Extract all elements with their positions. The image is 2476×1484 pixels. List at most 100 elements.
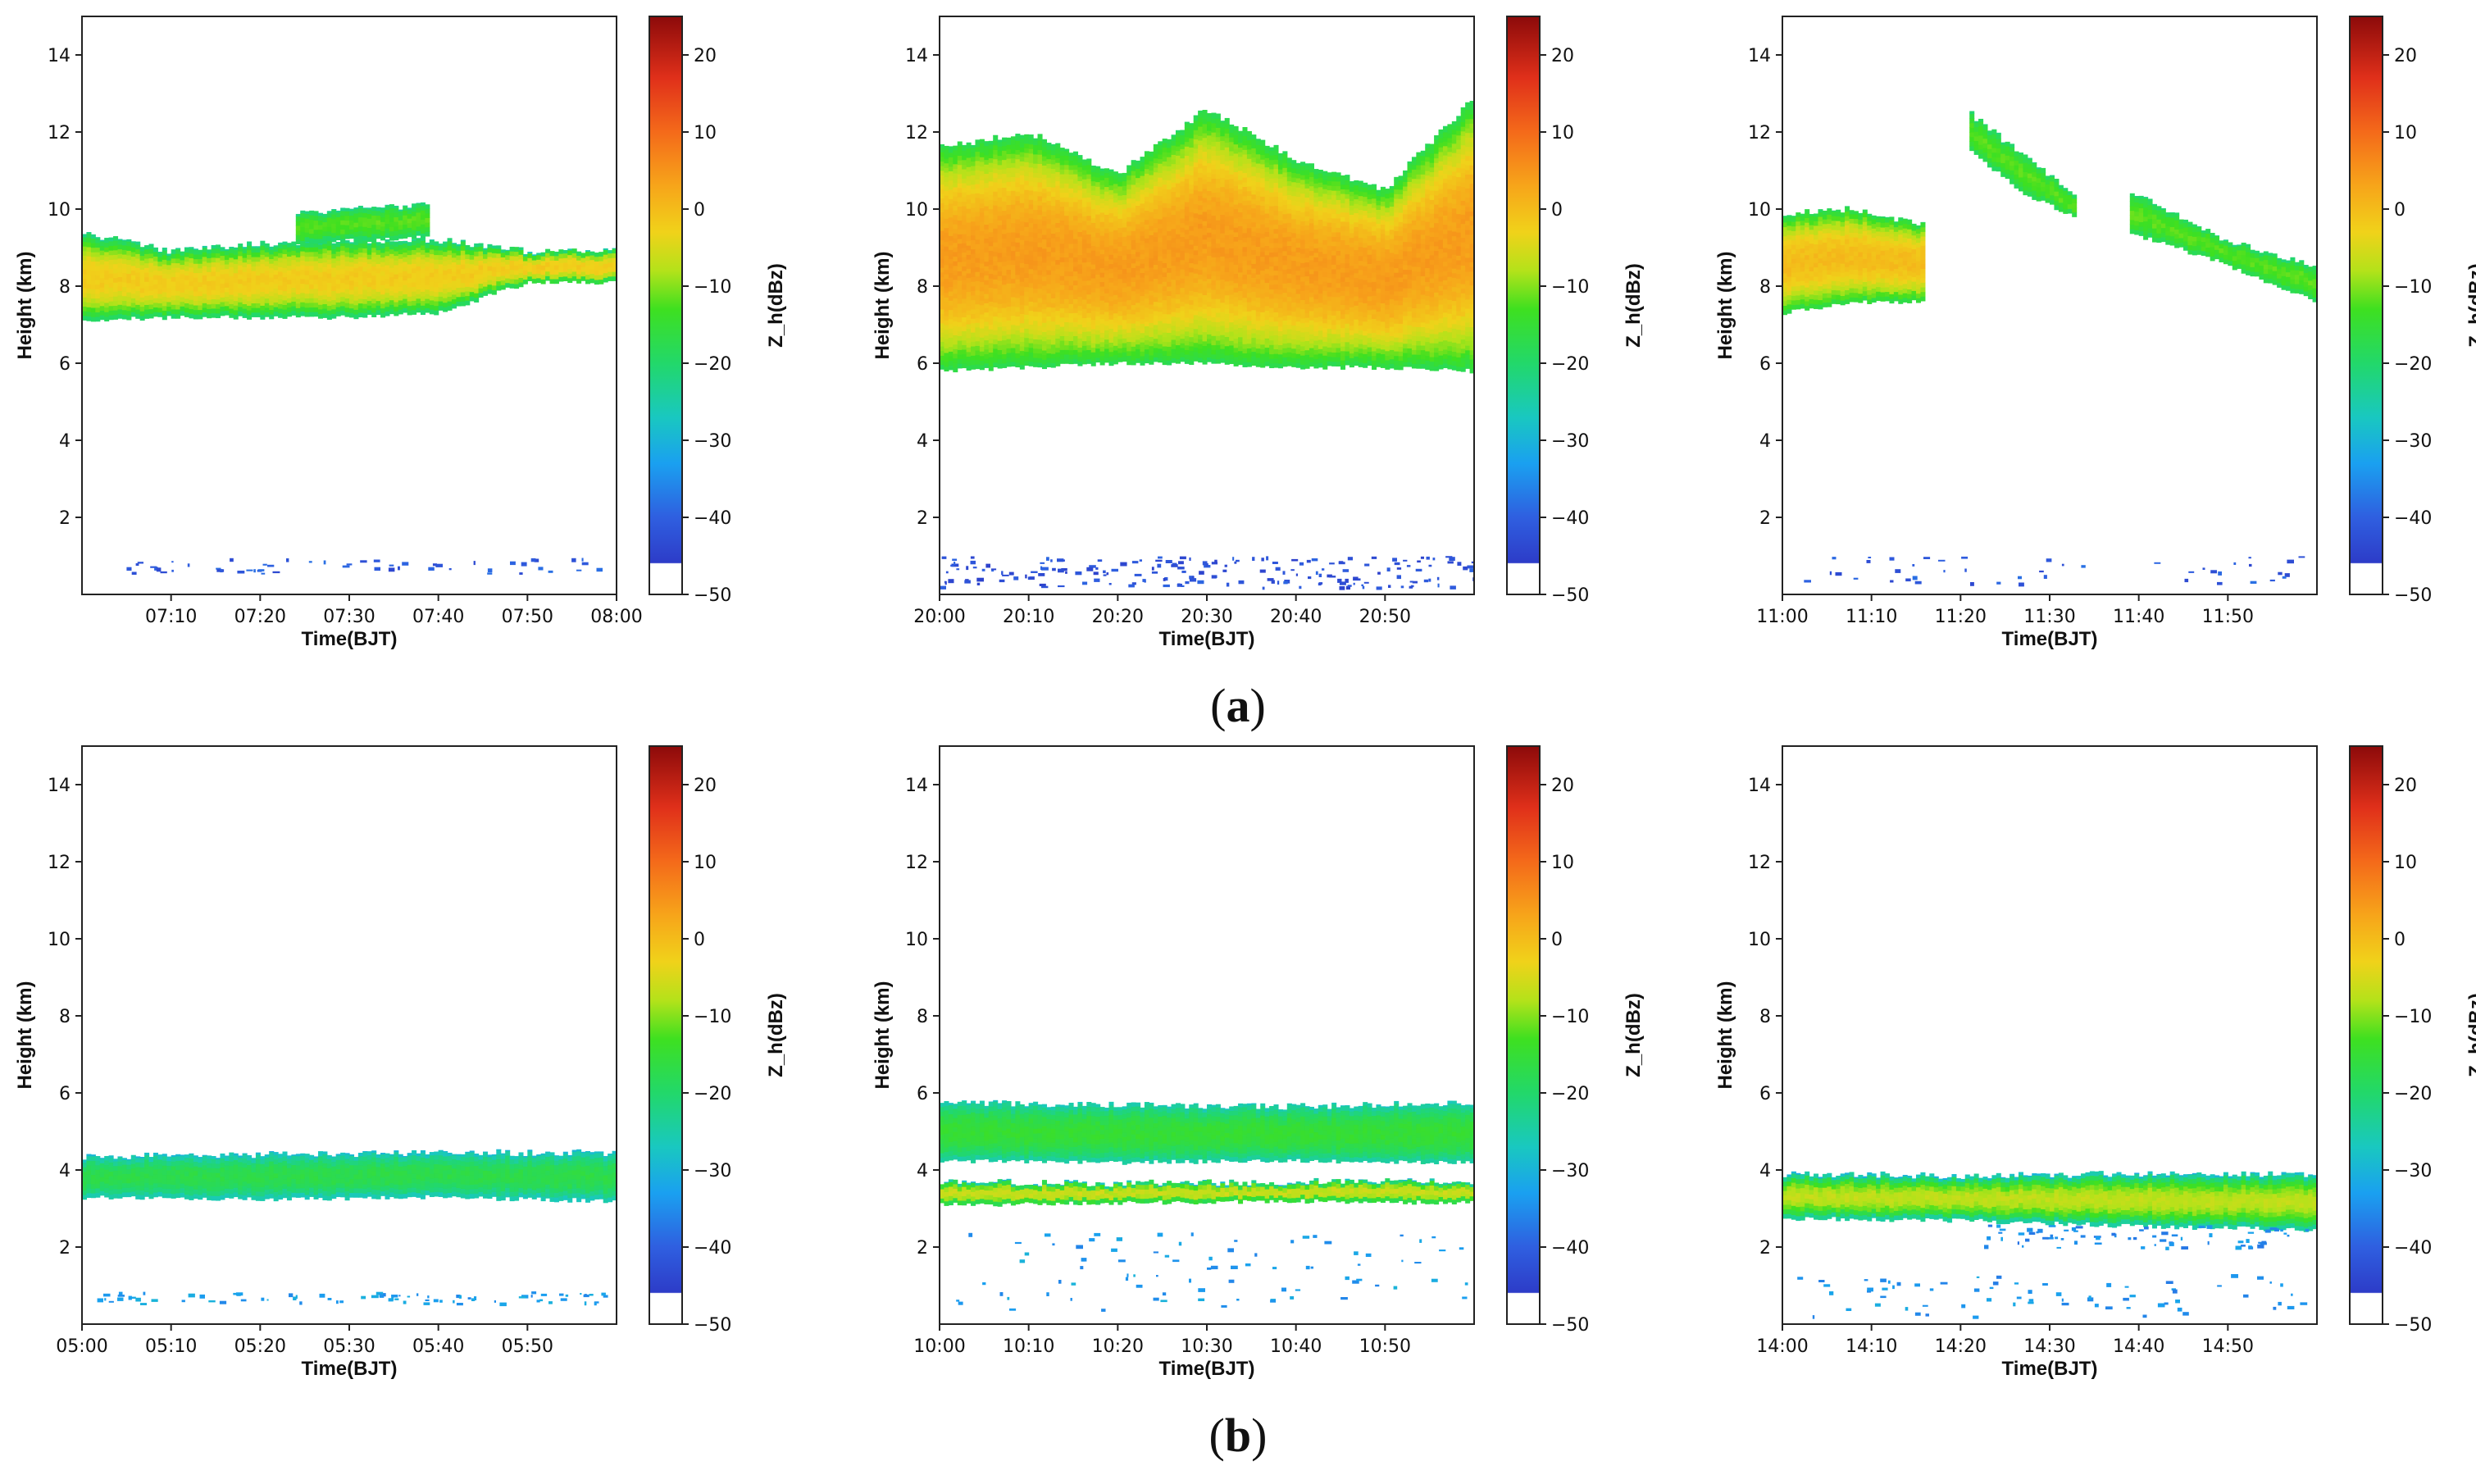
y-tick-label: 12 xyxy=(1748,123,1771,143)
y-tick-label: 10 xyxy=(1748,200,1771,221)
y-tick-label: 12 xyxy=(1748,853,1771,873)
colorbar-tick-label: −30 xyxy=(1551,1161,1589,1181)
x-tick-label: 14:00 xyxy=(1756,1336,1808,1357)
y-tick-label: 4 xyxy=(917,1161,928,1181)
y-tick-label: 6 xyxy=(1759,1084,1771,1104)
colorbar-tick-label: 10 xyxy=(2394,123,2417,143)
reflectivity-layer-1 xyxy=(1782,206,1926,316)
y-axis-label: Height (km) xyxy=(14,981,36,1090)
y-axis-label: Height (km) xyxy=(14,252,36,360)
y-tick-label: 6 xyxy=(59,354,71,375)
y-tick-label: 8 xyxy=(1759,277,1771,298)
colorbar-tick-label: 10 xyxy=(2394,853,2417,873)
noise-echoes-1 xyxy=(97,1291,608,1307)
y-axis-label: Height (km) xyxy=(872,981,894,1090)
colorbar-tick-label: −50 xyxy=(2394,585,2432,606)
y-tick-label: 6 xyxy=(917,1084,928,1104)
colorbar-gradient xyxy=(1506,745,1541,1325)
colorbar-tick-label: −50 xyxy=(1551,1315,1589,1336)
chart-a-2: 2 4 6 8 10 12 14 20:00 20:10 20:20 20:30 20:40 20:50… xyxy=(872,16,1645,650)
x-tick-label: 10:40 xyxy=(1270,1336,1322,1357)
x-tick-label: 05:50 xyxy=(502,1336,553,1357)
colorbar-tick-label: −30 xyxy=(694,431,731,452)
y-tick-label: 2 xyxy=(1759,508,1771,529)
panel-label-a: (a) xyxy=(1210,679,1266,732)
plot-area xyxy=(82,746,617,1324)
x-tick-label: 05:00 xyxy=(56,1336,107,1357)
colorbar-tick-label: −20 xyxy=(694,354,731,375)
x-axis-label: Time(BJT) xyxy=(302,628,398,650)
chart-a-3: 2 4 6 8 10 12 14 11:00 11:10 11:20 11:30 11:40 11:50… xyxy=(1714,16,2476,650)
colorbar-label: Z_h(dBz) xyxy=(1623,993,1645,1077)
y-tick-label: 4 xyxy=(1759,1161,1771,1181)
colorbar-tick-label: 0 xyxy=(2394,930,2405,950)
plot-area xyxy=(940,746,1474,1324)
x-axis-label: Time(BJT) xyxy=(2002,1358,2098,1380)
y-tick-label: 4 xyxy=(59,1161,71,1181)
colorbar-tick-label: 0 xyxy=(2394,200,2405,221)
x-tick-label: 07:20 xyxy=(234,607,286,627)
x-tick-label: 11:40 xyxy=(2113,607,2164,627)
colorbar-tick-label: −20 xyxy=(2394,1084,2432,1104)
colorbar-label: Z_h(dBz) xyxy=(765,263,787,348)
x-tick-label: 20:20 xyxy=(1092,607,1144,627)
x-tick-label: 20:40 xyxy=(1270,607,1322,627)
reflectivity-layer-1 xyxy=(940,100,1474,374)
colorbar-tick-label: −40 xyxy=(1551,508,1589,529)
colorbar-tick-label: −10 xyxy=(2394,277,2432,298)
reflectivity-layer-1 xyxy=(1782,1171,2317,1232)
y-tick-label: 10 xyxy=(905,200,928,221)
x-tick-label: 05:40 xyxy=(412,1336,464,1357)
y-tick-label: 14 xyxy=(48,46,71,66)
colorbar: 20 10 0 −10 −20 −30 −40 −50 Z_h(dBz) xyxy=(649,16,787,606)
x-tick-label: 11:20 xyxy=(1935,607,1987,627)
colorbar-tick-label: −20 xyxy=(1551,354,1589,375)
x-tick-label: 14:30 xyxy=(2023,1336,2075,1357)
colorbar-label: Z_h(dBz) xyxy=(765,993,787,1077)
y-tick-label: 4 xyxy=(59,431,71,452)
x-tick-label: 14:50 xyxy=(2202,1336,2254,1357)
colorbar-tick-label: −30 xyxy=(2394,1161,2432,1181)
reflectivity-layer-3 xyxy=(2129,193,2317,303)
x-tick-label: 10:10 xyxy=(1003,1336,1054,1357)
y-tick-label: 8 xyxy=(917,1007,928,1027)
x-tick-label: 07:30 xyxy=(323,607,375,627)
colorbar-tick-label: −50 xyxy=(2394,1315,2432,1336)
reflectivity-layer-1 xyxy=(82,232,617,322)
colorbar-label: Z_h(dBz) xyxy=(1623,263,1645,348)
colorbar: 20 10 0 −10 −20 −30 −40 −50 Z_h(dBz) xyxy=(1506,745,1645,1336)
x-tick-label: 14:40 xyxy=(2113,1336,2164,1357)
y-axis-label: Height (km) xyxy=(872,252,894,360)
x-axis-label: Time(BJT) xyxy=(1159,628,1255,650)
x-tick-label: 08:00 xyxy=(590,607,642,627)
x-tick-label: 05:10 xyxy=(145,1336,197,1357)
colorbar: 20 10 0 −10 −20 −30 −40 −50 Z_h(dBz) xyxy=(2349,16,2476,606)
noise-echoes-1 xyxy=(1984,1224,2310,1250)
y-tick-label: 10 xyxy=(48,930,71,950)
x-tick-label: 05:30 xyxy=(323,1336,375,1357)
chart-b-3: 2 4 6 8 10 12 14 14:00 14:10 14:20 14:30 14:40 14:50… xyxy=(1714,745,2476,1380)
colorbar-tick-label: −30 xyxy=(694,1161,731,1181)
colorbar-tick-label: 0 xyxy=(694,200,705,221)
y-tick-label: 10 xyxy=(905,930,928,950)
colorbar-tick-label: −40 xyxy=(2394,1238,2432,1259)
colorbar-tick-label: −10 xyxy=(1551,277,1589,298)
colorbar-tick-label: 0 xyxy=(1551,930,1563,950)
chart-a-1: 2 4 6 8 10 12 14 07:10 07:20 07:30 07:40 07:50 08:00… xyxy=(14,16,787,650)
colorbar-tick-label: 20 xyxy=(1551,46,1574,66)
colorbar-tick-label: 20 xyxy=(694,776,717,796)
colorbar-tick-label: −20 xyxy=(1551,1084,1589,1104)
colorbar-tick-label: −10 xyxy=(694,1007,731,1027)
colorbar-tick-label: −10 xyxy=(2394,1007,2432,1027)
y-axis-label: Height (km) xyxy=(1714,981,1736,1090)
colorbar-tick-label: 20 xyxy=(2394,46,2417,66)
colorbar-tick-label: −40 xyxy=(694,508,731,529)
colorbar-gradient xyxy=(1506,16,1541,595)
colorbar-tick-label: −40 xyxy=(2394,508,2432,529)
colorbar-gradient xyxy=(649,745,683,1325)
colorbar-tick-label: 0 xyxy=(694,930,705,950)
x-axis-label: Time(BJT) xyxy=(2002,628,2098,650)
reflectivity-layer-2 xyxy=(1969,111,2078,217)
colorbar: 20 10 0 −10 −20 −30 −40 −50 Z_h(dBz) xyxy=(1506,16,1645,606)
